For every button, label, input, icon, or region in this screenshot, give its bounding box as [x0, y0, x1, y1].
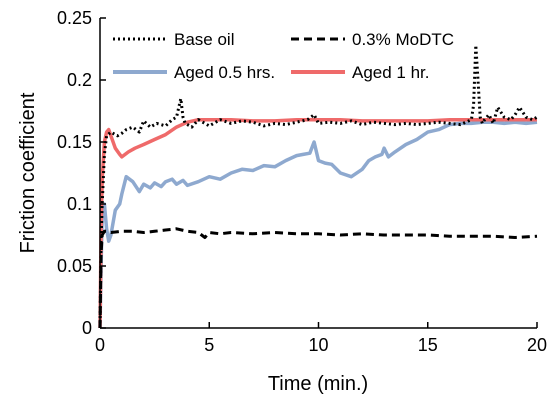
- y-axis-title: Friction coefficient: [17, 92, 39, 253]
- y-tick-label: 0.05: [57, 256, 92, 276]
- series-layer: [98, 43, 538, 329]
- series-line-1: [98, 227, 538, 329]
- series-line-2: [98, 120, 538, 329]
- y-tick-label: 0.1: [67, 194, 92, 214]
- x-tick-label: 0: [95, 335, 105, 355]
- axes-layer: 0 5 10 15 20 0 0.05 0.1 0.15 0.2 0.25: [57, 8, 547, 355]
- x-tick-label: 20: [527, 335, 547, 355]
- y-tick-label: 0.15: [57, 132, 92, 152]
- legend: Base oil 0.3% MoDTC Aged 0.5 hrs. Aged 1 hr…: [113, 30, 454, 82]
- y-tick-label: 0: [82, 318, 92, 338]
- legend-label-2: Aged 0.5 hrs.: [174, 63, 275, 82]
- legend-label-0: Base oil: [174, 30, 234, 49]
- x-tick-label: 10: [308, 335, 328, 355]
- legend-label-1: 0.3% MoDTC: [352, 30, 454, 49]
- y-tick-label: 0.25: [57, 8, 92, 28]
- x-tick-label: 5: [204, 335, 214, 355]
- x-tick-label: 15: [418, 335, 438, 355]
- legend-label-3: Aged 1 hr.: [352, 63, 430, 82]
- y-tick-label: 0.2: [67, 70, 92, 90]
- x-axis-title: Time (min.): [268, 373, 368, 395]
- plot-area: [100, 18, 537, 328]
